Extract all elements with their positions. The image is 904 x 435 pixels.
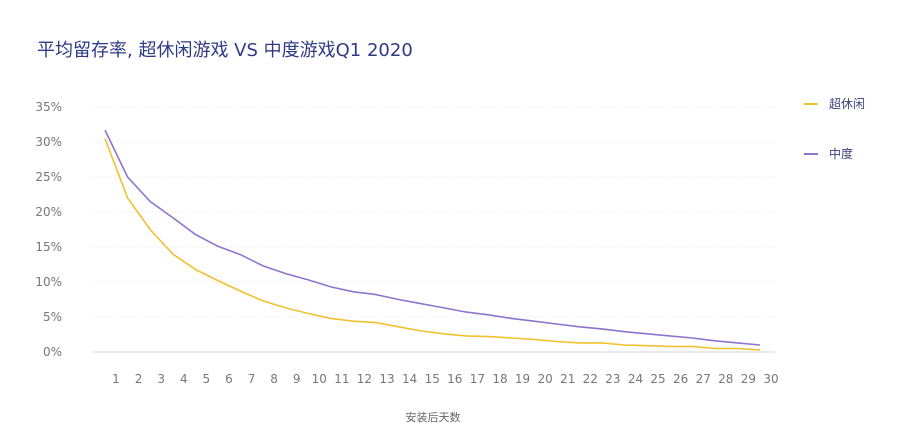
- x-tick-label: 16: [447, 372, 462, 386]
- series-line-1: [104, 138, 761, 351]
- x-tick-label: 2: [135, 372, 143, 386]
- x-tick-label: 23: [605, 372, 620, 386]
- x-tick-label: 18: [492, 372, 507, 386]
- x-axis-title: 安装后天数: [406, 410, 461, 424]
- x-tick-label: 5: [203, 372, 211, 386]
- x-tick-label: 14: [402, 372, 417, 386]
- y-tick-label: 10%: [35, 275, 62, 289]
- x-tick-label: 3: [157, 372, 165, 386]
- x-tick-label: 15: [425, 372, 440, 386]
- y-tick-label: 15%: [35, 240, 62, 254]
- legend-label: 中度: [829, 146, 853, 161]
- x-tick-label: 8: [270, 372, 278, 386]
- y-tick-label: 25%: [35, 170, 62, 184]
- y-tick-label: 20%: [35, 205, 62, 219]
- x-tick-label: 22: [583, 372, 598, 386]
- x-tick-label: 4: [180, 372, 188, 386]
- y-tick-label: 30%: [35, 135, 62, 149]
- x-tick-label: 1: [112, 372, 120, 386]
- x-tick-label: 9: [293, 372, 301, 386]
- x-tick-label: 21: [560, 372, 575, 386]
- x-tick-label: 25: [650, 372, 665, 386]
- x-tick-label: 10: [312, 372, 327, 386]
- y-tick-label: 5%: [43, 310, 62, 324]
- x-tick-label: 12: [357, 372, 372, 386]
- x-tick-label: 17: [470, 372, 485, 386]
- x-tick-label: 29: [741, 372, 756, 386]
- y-tick-label: 35%: [35, 100, 62, 114]
- x-tick-label: 19: [515, 372, 530, 386]
- x-tick-label: 13: [379, 372, 394, 386]
- x-tick-label: 6: [225, 372, 233, 386]
- x-tick-label: 27: [696, 372, 711, 386]
- x-tick-label: 28: [718, 372, 733, 386]
- x-tick-label: 26: [673, 372, 688, 386]
- x-tick-label: 7: [248, 372, 256, 386]
- x-tick-label: 20: [537, 372, 552, 386]
- legend-label: 超休闲: [829, 96, 865, 111]
- series-line-2: [104, 129, 761, 346]
- chart-title: 平均留存率, 超休闲游戏 VS 中度游戏Q1 2020: [37, 40, 413, 61]
- x-tick-label: 11: [334, 372, 349, 386]
- x-tick-label: 24: [628, 372, 643, 386]
- x-tick-label: 30: [763, 372, 778, 386]
- y-tick-label: 0%: [43, 345, 62, 359]
